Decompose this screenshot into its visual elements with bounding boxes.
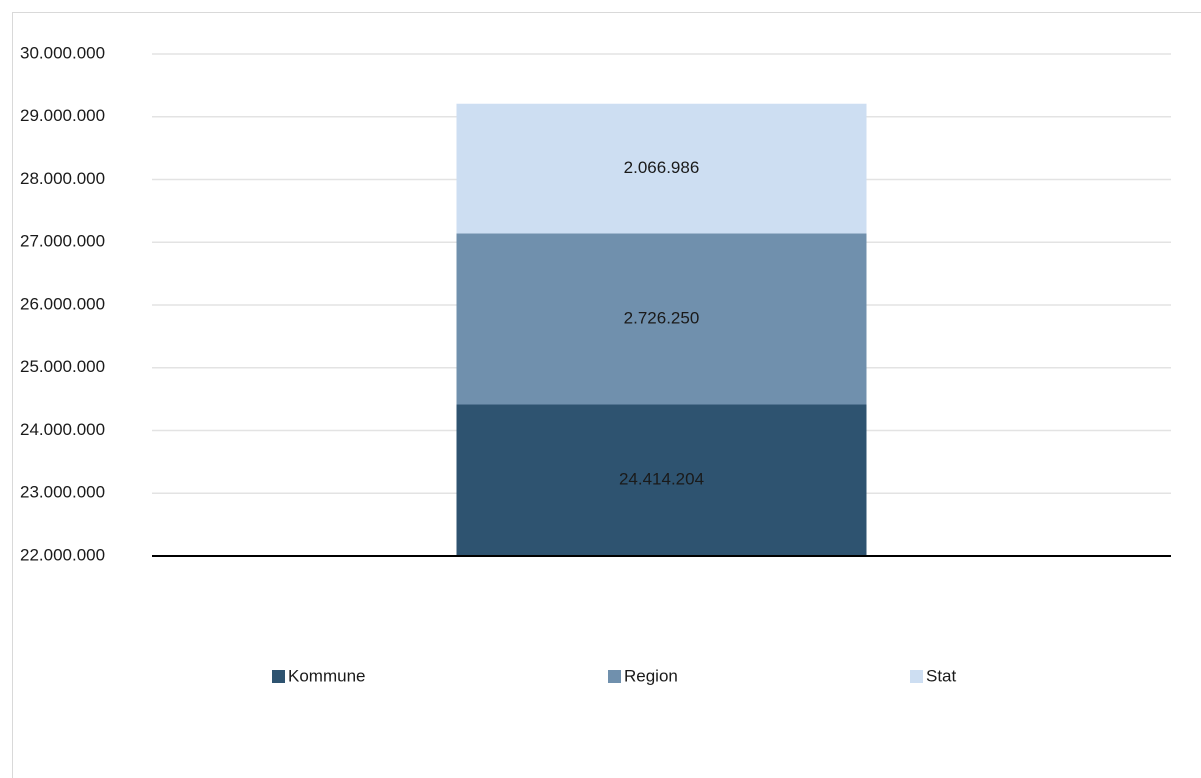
y-tick-label: 28.000.000 (20, 169, 105, 188)
chart-border (12, 12, 1201, 778)
y-tick-label: 30.000.000 (20, 43, 105, 62)
data-label: 24.414.204 (619, 470, 704, 489)
data-label: 2.066.986 (624, 158, 700, 177)
y-tick-label: 24.000.000 (20, 420, 105, 439)
legend-swatch (272, 670, 285, 683)
y-tick-label: 26.000.000 (20, 294, 105, 313)
legend-swatch (608, 670, 621, 683)
legend-label: Kommune (288, 666, 365, 685)
y-tick-label: 29.000.000 (20, 106, 105, 125)
y-tick-label: 27.000.000 (20, 232, 105, 251)
legend-swatch (910, 670, 923, 683)
bar-segment (456, 233, 867, 405)
bar-segment (456, 103, 867, 234)
y-tick-label: 23.000.000 (20, 483, 105, 502)
y-tick-label: 22.000.000 (20, 545, 105, 564)
legend-label: Stat (926, 666, 957, 685)
y-tick-label: 25.000.000 (20, 357, 105, 376)
data-label: 2.726.250 (624, 308, 700, 327)
bar-segment (456, 404, 867, 556)
legend-label: Region (624, 666, 678, 685)
